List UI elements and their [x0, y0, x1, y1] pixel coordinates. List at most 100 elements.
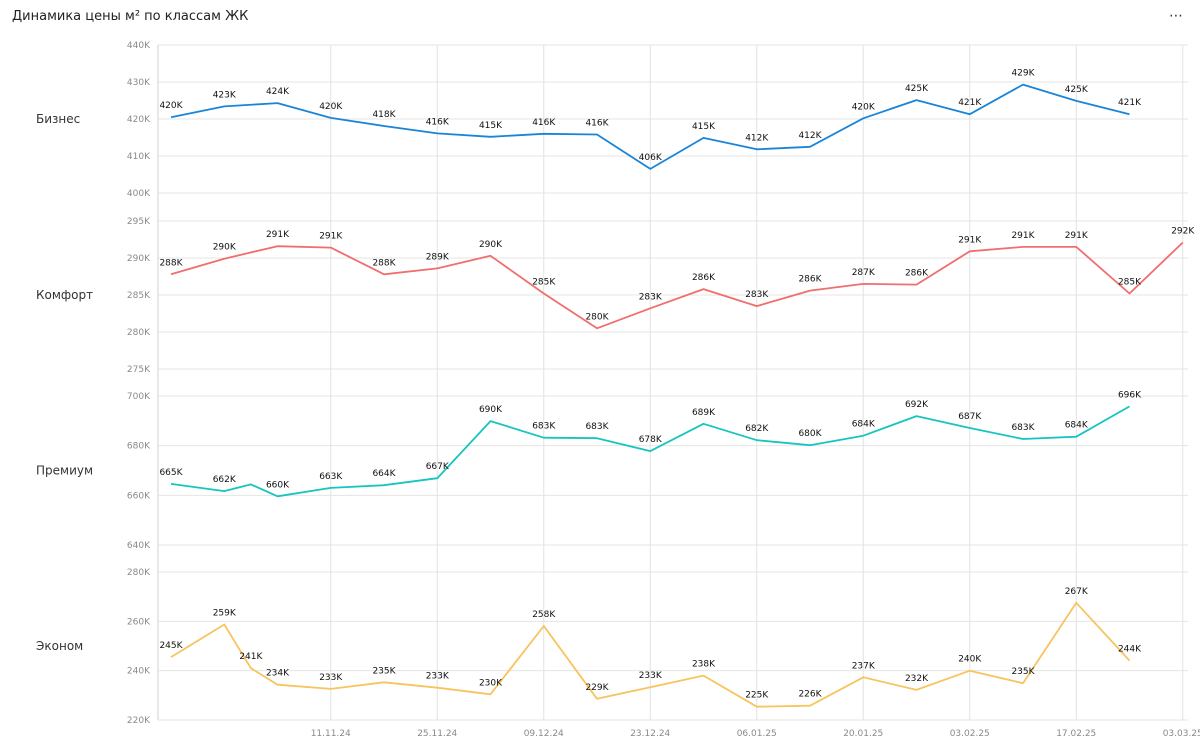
x-tick-label: 23.12.24 [630, 729, 670, 739]
data-label: 412K [798, 131, 822, 141]
panel-label-4: Эконом [36, 639, 83, 653]
data-label: 234K [266, 669, 290, 679]
data-label: 292K [1171, 226, 1195, 236]
data-label: 238K [692, 660, 716, 670]
y-tick-label: 285K [127, 291, 151, 301]
x-tick-label: 11.11.24 [311, 729, 351, 739]
data-label: 267K [1065, 587, 1089, 597]
y-tick-label: 400K [127, 189, 151, 199]
data-label: 667K [426, 462, 450, 472]
data-label: 664K [372, 469, 396, 479]
data-label: 689K [692, 408, 716, 418]
data-label: 420K [159, 101, 183, 111]
data-label: 258K [532, 610, 556, 620]
data-label: 291K [266, 230, 290, 240]
panel-label-2: Комфорт [36, 288, 93, 302]
panel-label-1: Бизнес [36, 112, 80, 126]
y-tick-label: 240K [127, 667, 151, 677]
data-label: 660K [266, 480, 290, 490]
data-label: 662K [213, 475, 237, 485]
data-label: 288K [372, 258, 396, 268]
data-label: 425K [1065, 85, 1089, 95]
y-tick-label: 440K [127, 41, 151, 51]
data-label: 683K [585, 422, 609, 432]
data-label: 690K [479, 405, 503, 415]
data-label: 285K [532, 278, 556, 288]
y-tick-label: 430K [127, 78, 151, 88]
x-tick-label: 09.12.24 [524, 729, 564, 739]
x-tick-label: 17.02.25 [1056, 729, 1096, 739]
data-label: 425K [905, 84, 929, 94]
data-label: 232K [905, 674, 929, 684]
data-label: 235K [1011, 667, 1035, 677]
data-label: 244K [1118, 645, 1142, 655]
y-tick-label: 420K [127, 115, 151, 125]
data-label: 665K [159, 468, 183, 478]
data-label: 415K [479, 121, 503, 131]
data-label: 286K [692, 273, 716, 283]
series-line-4[interactable] [170, 601, 1131, 708]
x-tick-label: 25.11.24 [417, 729, 457, 739]
data-label: 687K [958, 412, 982, 422]
data-label: 683K [1011, 423, 1035, 433]
y-tick-label: 280K [127, 328, 151, 338]
data-label: 416K [532, 118, 556, 128]
data-label: 291K [1011, 231, 1035, 241]
data-label: 285K [1118, 278, 1142, 288]
y-tick-label: 700K [127, 392, 151, 402]
data-label: 240K [958, 655, 982, 665]
series-line-3[interactable] [170, 405, 1130, 498]
data-label: 235K [372, 666, 396, 676]
series-line-2[interactable] [170, 241, 1184, 330]
y-tick-label: 290K [127, 254, 151, 264]
data-label: 229K [585, 683, 609, 693]
y-tick-label: 640K [127, 541, 151, 551]
data-label: 226K [798, 690, 822, 700]
x-tick-label: 06.01.25 [737, 729, 777, 739]
data-label: 678K [639, 435, 663, 445]
data-label: 684K [852, 420, 876, 430]
x-tick-label: 03.02.25 [950, 729, 990, 739]
data-label: 283K [745, 290, 769, 300]
y-tick-label: 410K [127, 152, 151, 162]
data-label: 290K [213, 243, 237, 253]
data-label: 291K [1065, 231, 1089, 241]
data-label: 415K [692, 122, 716, 132]
data-label: 416K [426, 117, 450, 127]
y-tick-label: 220K [127, 716, 151, 726]
data-label: 233K [639, 671, 663, 681]
y-tick-label: 660K [127, 491, 151, 501]
data-label: 245K [159, 641, 183, 651]
more-options-icon[interactable]: ⋯ [1169, 8, 1184, 24]
data-label: 291K [319, 232, 343, 242]
data-label: 286K [798, 275, 822, 285]
data-label: 237K [852, 661, 876, 671]
data-label: 225K [745, 691, 769, 701]
data-label: 283K [639, 292, 663, 302]
x-tick-label: 20.01.25 [843, 729, 883, 739]
data-label: 680K [798, 429, 822, 439]
panel-label-3: Премиум [36, 464, 93, 478]
data-label: 420K [319, 102, 343, 112]
data-label: 429K [1011, 69, 1035, 79]
data-label: 406K [639, 153, 663, 163]
data-label: 692K [905, 400, 929, 410]
data-label: 259K [213, 609, 237, 619]
data-label: 412K [745, 133, 769, 143]
data-label: 290K [479, 240, 503, 250]
data-label: 287K [852, 268, 876, 278]
data-label: 663K [319, 472, 343, 482]
data-label: 286K [905, 269, 929, 279]
chart-title: Динамика цены м² по классам ЖК [12, 9, 249, 24]
data-label: 288K [159, 258, 183, 268]
y-tick-label: 280K [127, 568, 151, 578]
data-label: 280K [585, 312, 609, 322]
data-label: 424K [266, 87, 290, 97]
data-label: 696K [1118, 390, 1142, 400]
y-tick-label: 260K [127, 617, 151, 627]
data-label: 233K [319, 673, 343, 683]
data-label: 230K [479, 678, 503, 688]
series-line-1[interactable] [170, 83, 1130, 170]
data-label: 291K [958, 235, 982, 245]
